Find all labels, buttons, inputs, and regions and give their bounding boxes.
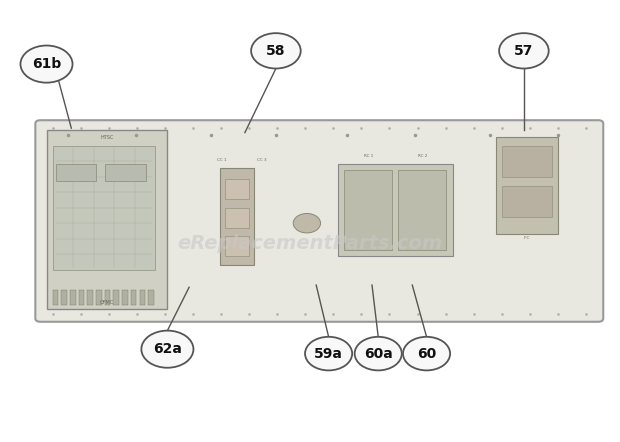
Text: CC 3: CC 3	[257, 158, 267, 162]
Bar	[344, 170, 392, 250]
Circle shape	[293, 213, 321, 233]
Bar	[502, 186, 552, 217]
Circle shape	[499, 33, 549, 69]
Text: 62a: 62a	[153, 342, 182, 356]
Bar	[105, 164, 146, 181]
Bar	[338, 164, 453, 256]
Bar	[225, 179, 249, 199]
Text: 60a: 60a	[364, 347, 392, 361]
Bar	[148, 290, 154, 305]
Text: 61b: 61b	[32, 57, 61, 71]
Text: 57: 57	[514, 44, 534, 58]
Circle shape	[141, 331, 193, 368]
Text: OFMC: OFMC	[100, 300, 114, 305]
Circle shape	[251, 33, 301, 69]
Bar	[225, 208, 249, 228]
Bar	[46, 130, 167, 309]
Bar	[53, 290, 58, 305]
Bar	[502, 146, 552, 177]
Text: IFC: IFC	[524, 236, 530, 240]
Bar	[53, 146, 155, 270]
Text: 58: 58	[266, 44, 286, 58]
Text: CC 1: CC 1	[217, 158, 226, 162]
Bar	[225, 236, 249, 256]
Bar	[56, 164, 96, 181]
Text: 59a: 59a	[314, 347, 343, 361]
Bar	[105, 290, 110, 305]
Bar	[131, 290, 136, 305]
Bar	[399, 170, 446, 250]
Circle shape	[305, 337, 352, 370]
Text: 60: 60	[417, 347, 436, 361]
Bar	[96, 290, 102, 305]
Bar	[140, 290, 145, 305]
Bar	[61, 290, 67, 305]
Circle shape	[20, 46, 73, 83]
Text: RC 2: RC 2	[418, 154, 427, 158]
Bar	[113, 290, 119, 305]
Circle shape	[403, 337, 450, 370]
Bar	[496, 137, 558, 234]
Bar	[70, 290, 76, 305]
Bar	[87, 290, 93, 305]
Bar	[220, 168, 254, 265]
Circle shape	[355, 337, 402, 370]
Bar	[79, 290, 84, 305]
Bar	[122, 290, 128, 305]
Text: RC 1: RC 1	[363, 154, 373, 158]
Text: eReplacementParts.com: eReplacementParts.com	[177, 234, 443, 252]
Text: HTSC: HTSC	[100, 135, 113, 140]
FancyBboxPatch shape	[35, 120, 603, 322]
